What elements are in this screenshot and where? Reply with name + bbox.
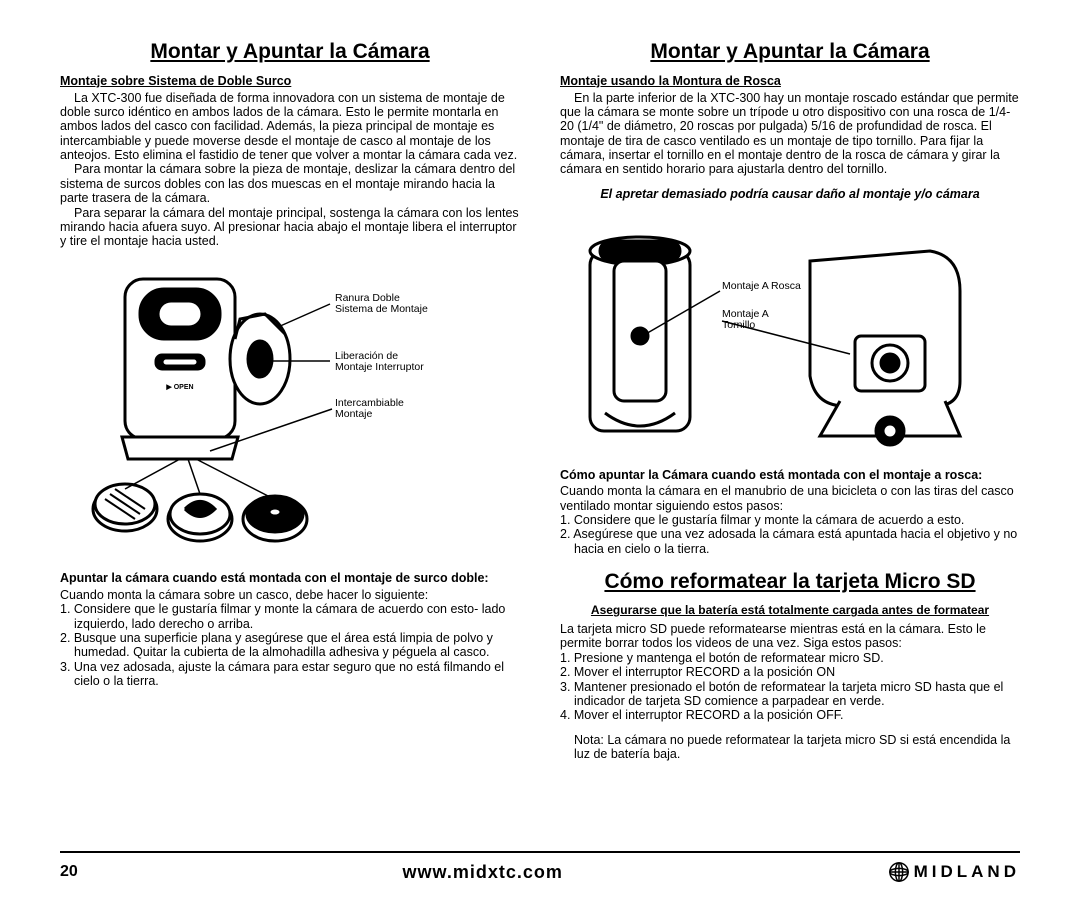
manual-page: Montar y Apuntar la Cámara Montaje sobre…	[0, 0, 1080, 913]
brand-text: MIDLAND	[914, 862, 1020, 882]
left-p4: Cuando monta la cámara sobre un casco, d…	[60, 588, 520, 602]
list-item: 3. Una vez adosada, ajuste la cámara par…	[60, 660, 520, 689]
globe-icon	[888, 861, 910, 883]
svg-text:Tornillo: Tornillo	[722, 319, 755, 331]
list-item: 1. Presione y mantenga el botón de refor…	[560, 651, 1020, 665]
right-p2: Cuando monta la cámara en el manubrio de…	[560, 484, 1020, 513]
svg-text:Montaje A Rosca: Montaje A Rosca	[722, 280, 801, 292]
right-warn2: Asegurarse que la batería está totalment…	[560, 604, 1020, 618]
list-item: 4. Mover el interruptor RECORD a la posi…	[560, 708, 1020, 722]
svg-text:Sistema de Montaje: Sistema de Montaje	[335, 303, 428, 315]
dual-groove-diagram: ▶ OPEN	[60, 259, 480, 559]
right-p3: La tarjeta micro SD puede reformatearse …	[560, 622, 1020, 651]
list-item: 1. Considere que le gustaría filmar y mo…	[60, 602, 520, 631]
left-p3: Para separar la cámara del montaje princ…	[60, 206, 520, 249]
list-item: 2. Asegúrese que una vez adosada la cáma…	[560, 527, 1020, 556]
left-sub1: Montaje sobre Sistema de Doble Surco	[60, 74, 520, 88]
svg-text:▶ OPEN: ▶ OPEN	[165, 384, 193, 391]
footer-url: www.midxtc.com	[78, 862, 888, 883]
left-column: Montar y Apuntar la Cámara Montaje sobre…	[60, 40, 520, 820]
right-p1: En la parte inferior de la XTC-300 hay u…	[560, 91, 1020, 177]
list-item: 1. Considere que le gustaría filmar y mo…	[560, 513, 1020, 527]
right-sub2: Cómo apuntar la Cámara cuando está monta…	[560, 469, 1020, 483]
list-item: 2. Mover el interruptor RECORD a la posi…	[560, 665, 1020, 679]
left-p2: Para montar la cámara sobre la pieza de …	[60, 162, 520, 205]
brand-logo: MIDLAND	[888, 861, 1020, 883]
list-item: 3. Mantener presionado el botón de refor…	[560, 680, 1020, 709]
left-p1: La XTC-300 fue diseñada de forma innovad…	[60, 91, 520, 163]
left-sub2: Apuntar la cámara cuando está montada co…	[60, 572, 520, 586]
right-steps-a: 1. Considere que le gustaría filmar y mo…	[560, 513, 1020, 556]
screw-mount-diagram: Montaje A Rosca Montaje A Tornillo	[560, 221, 990, 451]
right-column: Montar y Apuntar la Cámara Montaje usand…	[560, 40, 1020, 820]
columns: Montar y Apuntar la Cámara Montaje sobre…	[60, 40, 1020, 820]
right-note: Nota: La cámara no puede reformatear la …	[560, 733, 1020, 762]
list-item: 2. Busque una superficie plana y asegúre…	[60, 631, 520, 660]
svg-text:Montaje: Montaje	[335, 408, 373, 420]
page-footer: 20 www.midxtc.com MIDLAND	[60, 851, 1020, 883]
right-warning: El apretar demasiado podría causar daño …	[560, 187, 1020, 201]
left-title: Montar y Apuntar la Cámara	[60, 40, 520, 64]
right-title2: Cómo reformatear la tarjeta Micro SD	[560, 570, 1020, 594]
right-steps-b: 1. Presione y mantenga el botón de refor…	[560, 651, 1020, 723]
right-title: Montar y Apuntar la Cámara	[560, 40, 1020, 64]
svg-text:Montaje Interruptor: Montaje Interruptor	[335, 361, 424, 373]
left-steps: 1. Considere que le gustaría filmar y mo…	[60, 602, 520, 688]
right-sub1: Montaje usando la Montura de Rosca	[560, 74, 1020, 88]
page-number: 20	[60, 863, 78, 881]
